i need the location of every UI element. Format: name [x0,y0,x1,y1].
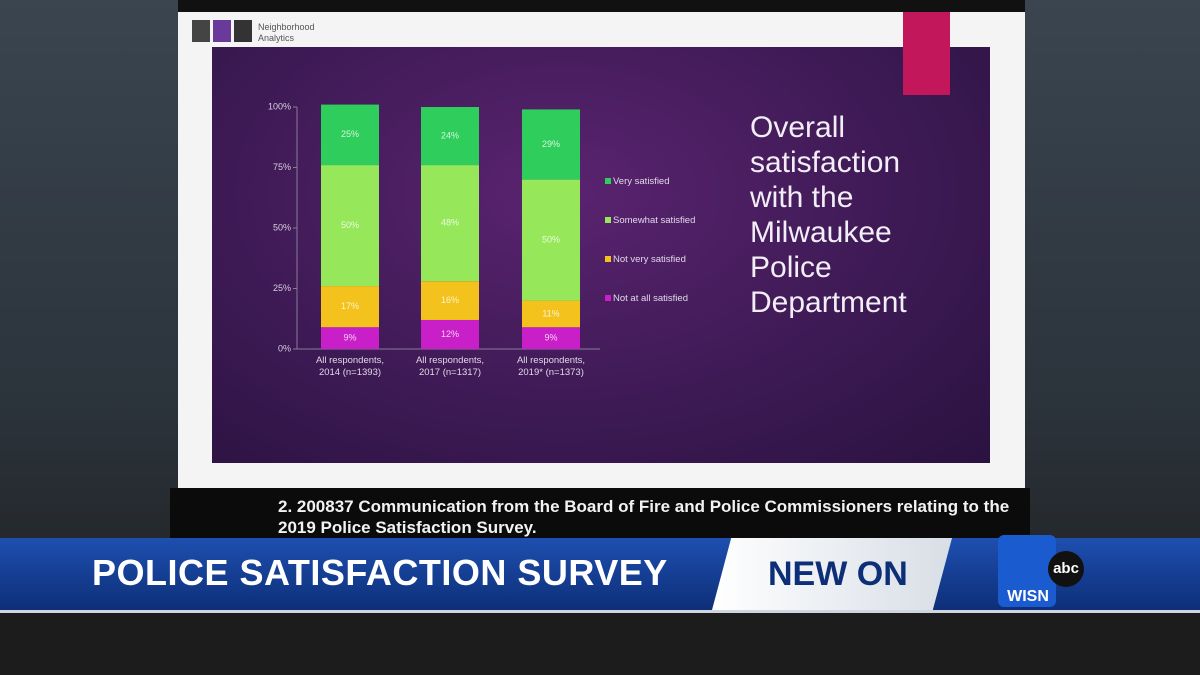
tag-box [712,538,952,610]
banner-headline: POLICE SATISFACTION SURVEY [92,552,668,593]
bar-segment [321,104,379,166]
legend-swatch [605,178,611,184]
y-tick-label: 25% [273,283,291,293]
value-label: 48% [441,218,459,228]
value-label: 24% [441,130,459,140]
logo-icons [192,20,252,42]
x-tick-label: All respondents, 2019* (n=1373) [516,355,586,378]
value-label: 50% [341,220,359,230]
value-label: 16% [441,295,459,305]
pink-tab [903,12,950,95]
y-tick-label: 75% [273,162,291,172]
station-name: WISN [1007,588,1049,605]
value-label: 9% [544,332,557,342]
y-tick-label: 50% [273,222,291,232]
legend-swatch [605,217,611,223]
chart-title: Overall satisfaction with the Milwaukee … [750,111,907,319]
banner-tag: NEW ON [768,555,908,593]
bar-segment [522,179,580,301]
legend-swatch [605,256,611,262]
legend-label: Somewhat satisfied [613,215,696,226]
legend-label: Not very satisfied [613,254,686,265]
bar-segment [421,281,479,320]
caption-text: 2. 200837 Communication from the Board o… [278,497,1010,537]
legend-label: Not at all satisfied [613,293,688,304]
legend-swatch [605,295,611,301]
value-label: 17% [341,301,359,311]
bar-segment [321,327,379,349]
bar-segment [522,300,580,328]
bar-segment [522,109,580,180]
value-label: 29% [542,139,560,149]
logo-text: Neighborhood Analytics [258,22,315,43]
value-label: 50% [542,234,560,244]
value-label: 12% [441,329,459,339]
slide-top-strip [178,0,1025,12]
x-tick-label: All respondents, 2014 (n=1393) [315,355,385,378]
network-logo: abc [1048,551,1084,587]
bar-segment [421,319,479,349]
station-logo [998,535,1056,607]
caption-bar [170,488,1030,538]
value-label: 25% [341,129,359,139]
bar-segment [321,165,379,287]
bar-segment [421,107,479,166]
bar-segment [522,327,580,349]
value-label: 9% [343,332,356,342]
bottom-strip [0,613,1200,675]
y-tick-label: 100% [268,101,291,111]
x-tick-label: All respondents, 2017 (n=1317) [415,355,485,378]
legend-label: Very satisfied [613,176,670,187]
bar-segment [321,286,379,328]
y-tick-label: 0% [278,343,291,353]
bar-segment [421,165,479,282]
value-label: 11% [542,308,559,318]
